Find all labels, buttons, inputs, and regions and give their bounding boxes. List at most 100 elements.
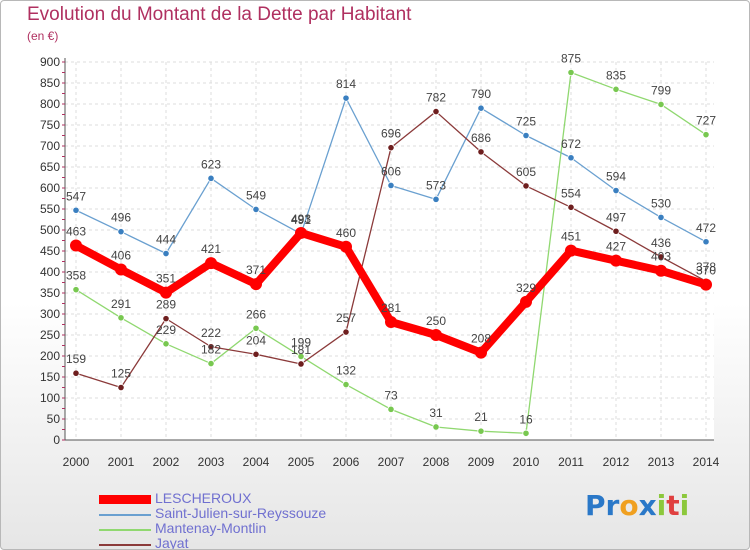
- legend-swatch: [99, 544, 151, 546]
- y-tick-label: 350: [40, 286, 60, 300]
- data-point: [342, 94, 350, 102]
- data-point: [385, 315, 397, 328]
- y-tick-label: 900: [40, 55, 60, 69]
- data-label: 472: [696, 221, 716, 235]
- x-tick-label: 2013: [648, 455, 675, 469]
- legend-label: Saint-Julien-sur-Reyssouze: [155, 505, 327, 521]
- data-point: [117, 383, 125, 392]
- y-tick-label: 650: [40, 160, 60, 174]
- x-tick-label: 2009: [468, 455, 495, 469]
- data-label: 291: [111, 297, 131, 311]
- data-point: [475, 346, 487, 359]
- data-point: [702, 238, 710, 246]
- x-tick-label: 2000: [63, 455, 90, 469]
- data-label: 159: [66, 352, 86, 366]
- legend-swatch: [99, 529, 151, 531]
- data-point: [342, 328, 350, 336]
- y-tick-label: 50: [47, 412, 61, 426]
- data-point: [297, 360, 305, 368]
- data-label: 605: [516, 165, 536, 179]
- data-label: 358: [66, 269, 86, 283]
- data-point: [432, 107, 440, 116]
- y-tick-label: 700: [40, 139, 60, 153]
- data-label: 16: [519, 412, 533, 426]
- data-label: 547: [66, 189, 86, 203]
- data-point: [162, 249, 170, 258]
- data-point: [297, 352, 305, 361]
- data-label: 725: [516, 115, 536, 129]
- data-label: 554: [561, 186, 581, 200]
- data-point: [160, 286, 172, 299]
- data-point: [657, 100, 665, 109]
- data-label: 371: [246, 263, 266, 277]
- data-label: 31: [429, 406, 443, 420]
- x-tick-label: 2005: [288, 455, 315, 469]
- data-label: 208: [471, 332, 491, 346]
- data-label: 875: [561, 52, 581, 66]
- data-point: [162, 340, 170, 348]
- data-point: [522, 429, 530, 437]
- data-point: [205, 257, 217, 270]
- data-label: 497: [606, 210, 626, 224]
- data-label: 132: [336, 364, 356, 378]
- data-label: 549: [246, 188, 266, 202]
- data-label: 444: [156, 233, 176, 247]
- data-point: [477, 427, 485, 435]
- data-point: [252, 324, 260, 332]
- data-label: 403: [651, 250, 671, 264]
- y-tick-label: 850: [40, 76, 60, 90]
- data-label: 835: [606, 68, 626, 82]
- data-point: [342, 380, 350, 389]
- data-label: 451: [561, 230, 581, 244]
- x-tick-label: 2007: [378, 455, 405, 469]
- data-label: 370: [696, 264, 716, 278]
- x-tick-label: 2001: [108, 455, 135, 469]
- data-label: 125: [111, 367, 131, 381]
- data-point: [700, 278, 712, 291]
- data-point: [207, 343, 215, 351]
- legend-label: Mantenay-Montlin: [155, 520, 267, 536]
- data-point: [295, 226, 307, 239]
- data-label: 378: [696, 260, 716, 274]
- y-tick-label: 100: [40, 391, 60, 405]
- data-point: [657, 253, 665, 261]
- x-tick-label: 2004: [243, 455, 270, 469]
- data-point: [162, 315, 170, 323]
- data-point: [117, 228, 125, 236]
- x-tick-label: 2010: [513, 455, 540, 469]
- data-label: 594: [606, 170, 626, 184]
- data-label: 814: [336, 77, 356, 91]
- data-label: 790: [471, 87, 491, 101]
- legend-swatch: [99, 495, 151, 504]
- data-label: 460: [336, 226, 356, 240]
- data-label: 204: [246, 333, 266, 347]
- y-tick-label: 450: [40, 244, 60, 258]
- data-label: 289: [156, 298, 176, 312]
- data-point: [655, 264, 667, 277]
- data-point: [207, 359, 215, 368]
- data-point: [565, 244, 577, 257]
- data-point: [340, 240, 352, 253]
- data-label: 799: [651, 83, 671, 97]
- data-point: [250, 278, 262, 291]
- legend-label: LESCHEROUX: [155, 490, 252, 506]
- data-label: 222: [201, 326, 221, 340]
- data-label: 573: [426, 178, 446, 192]
- data-point: [567, 203, 575, 211]
- data-label: 406: [111, 248, 131, 262]
- data-label: 266: [246, 307, 266, 321]
- data-label: 491: [291, 213, 311, 227]
- y-tick-label: 600: [40, 181, 60, 195]
- data-label: 199: [291, 335, 311, 349]
- y-tick-label: 400: [40, 265, 60, 279]
- data-label: 329: [516, 281, 536, 295]
- x-tick-label: 2002: [153, 455, 180, 469]
- data-point: [117, 314, 125, 322]
- data-label: 727: [696, 114, 716, 128]
- data-label: 351: [156, 272, 176, 286]
- chart-subtitle: (en €): [27, 29, 59, 43]
- legend-label: Jayat: [155, 535, 189, 550]
- data-label: 281: [381, 301, 401, 315]
- data-point: [72, 286, 80, 294]
